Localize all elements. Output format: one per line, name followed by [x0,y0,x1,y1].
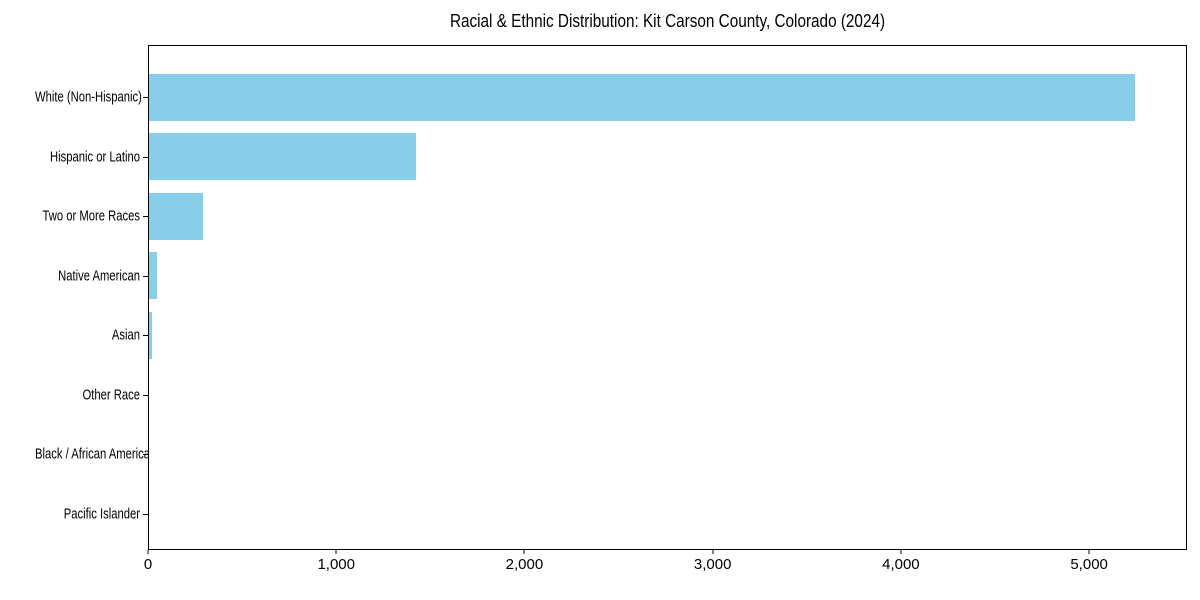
bar-white-non-hispanic [149,73,1136,121]
y-tick-mark [143,394,148,396]
x-tick-mark [1088,550,1090,554]
x-tick-mark [900,550,902,554]
x-tick-mark [147,550,149,554]
y-tick-mark [143,513,148,515]
y-axis-labels: White (Non-Hispanic) Hispanic or Latino Tw… [0,45,157,550]
y-tick-label-native-american: Native American [58,267,140,285]
y-tick-mark [143,454,148,456]
y-tick-label-white-non-hispanic: White (Non-Hispanic) [35,88,142,106]
x-tick-label: 3,000 [693,556,732,573]
x-tick-label: 4,000 [882,556,920,573]
x-tick-mark [335,550,337,554]
x-tick-label: 5,000 [1070,556,1108,573]
x-tick-mark [712,550,714,554]
y-tick-label-pacific-islander: Pacific Islander [63,505,140,523]
y-tick-label-hispanic-or-latino: Hispanic or Latino [49,148,140,166]
y-tick-label-asian: Asian [111,326,140,344]
x-tick-label: 0 [143,556,153,573]
y-tick-mark [143,97,148,98]
bar-two-or-more-races [149,192,203,240]
bar-hispanic-or-latino [149,133,416,181]
bar-asian [149,311,152,359]
bar-native-american [149,252,158,300]
y-tick-mark [143,156,148,158]
y-tick-mark [143,275,148,277]
plot-area [143,45,1187,550]
y-tick-label-black-african-american: Black / African American [35,445,157,463]
x-tick-label: 1,000 [317,556,355,573]
y-tick-mark [143,216,148,218]
x-axis: 0 1,000 2,000 3,000 4,000 5,000 [144,550,1187,586]
x-tick-label: 2,000 [505,556,544,573]
y-tick-label-other-race: Other Race [82,386,140,404]
y-tick-label-two-or-more-races: Two or More Races [42,207,140,225]
chart-title: Racial & Ethnic Distribution: Kit Carson… [449,11,886,31]
y-tick-mark [143,335,148,337]
x-tick-mark [523,550,525,554]
